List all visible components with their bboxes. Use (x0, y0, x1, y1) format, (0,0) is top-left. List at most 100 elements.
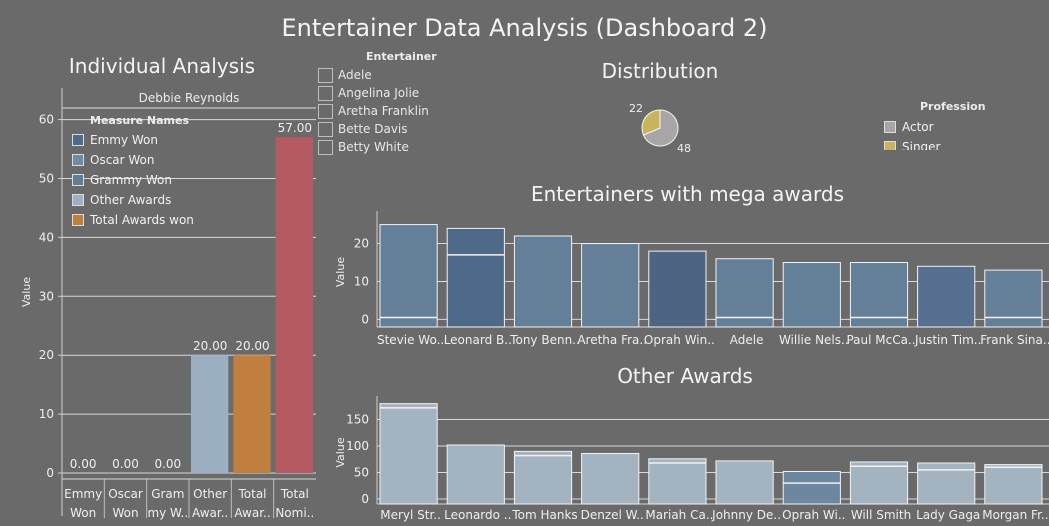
x-tick-label: Johnny De.. (711, 508, 781, 522)
bar-other-awards (191, 355, 229, 473)
bar-leonard-b (446, 227, 505, 328)
filter-checkbox[interactable] (318, 67, 333, 83)
x-tick-label: Lady Gaga (916, 508, 980, 522)
distribution-pie-chart: 48 22 (629, 102, 691, 155)
y-tick-label: 0 (361, 312, 369, 326)
bar-oprah-win (648, 250, 707, 328)
x-tick-label: Nomi.. (275, 506, 314, 520)
pie-label-actor: 48 (677, 142, 691, 155)
y-tick-label: 60 (39, 113, 54, 127)
entertainer-filter-title: Entertainer (366, 50, 437, 63)
x-tick-label: Won (70, 506, 96, 520)
legend-label: Singer (902, 140, 941, 150)
data-label: 0.00 (154, 457, 181, 471)
legend-label: Total Awards won (90, 213, 194, 227)
x-tick-label: Emmy (64, 487, 102, 501)
x-tick-label: Tony Benn.. (509, 333, 580, 347)
bar-tom-hanks (513, 450, 573, 505)
legend-swatch (72, 154, 84, 166)
x-tick-label: Tom Hanks (511, 508, 577, 522)
x-tick-label: Adele (730, 333, 764, 347)
legend-swatch (884, 121, 896, 133)
x-tick-label: Will Smith (851, 508, 911, 522)
y-tick-label: 20 (354, 237, 369, 251)
x-tick-label: Total (237, 487, 266, 501)
x-tick-label: Oprah Wi.. (782, 508, 845, 522)
filter-checkbox[interactable] (318, 85, 333, 101)
x-tick-label: Aretha Fra.. (577, 333, 647, 347)
y-tick-label: 50 (39, 171, 54, 185)
filter-checkbox[interactable] (318, 103, 333, 119)
filter-checkbox[interactable] (318, 139, 333, 155)
filter-item-angelina-jolie[interactable]: Angelina Jolie (318, 84, 478, 102)
filter-item-bette-davis[interactable]: Bette Davis (318, 120, 478, 138)
x-tick-label: Denzel W.. (581, 508, 644, 522)
legend-swatch (72, 214, 84, 226)
bar-will-smith (849, 461, 909, 505)
y-tick-label: 100 (346, 439, 369, 453)
x-tick-label: Total (280, 487, 309, 501)
x-tick-label: Morgan Fr.. (982, 508, 1048, 522)
data-label: 20.00 (193, 339, 227, 353)
legend-item-grammy-won[interactable]: Grammy Won (72, 170, 194, 190)
y-tick-label: 0 (46, 466, 54, 480)
other-awards-chart: 0 50 100 150 Value Meryl Str.. Leonardo .. Tom … (334, 396, 1049, 522)
pie-slice-singer (641, 109, 661, 136)
legend-swatch (72, 134, 84, 146)
bar-mariah-ca (648, 458, 707, 505)
bar-johnny-de (715, 460, 774, 505)
x-tick-label: Leonardo .. (444, 508, 511, 522)
y-axis-label: Value (334, 257, 347, 287)
y-tick-label: 30 (39, 289, 54, 303)
x-tick-label: my W.. (147, 506, 188, 520)
y-tick-label: 20 (39, 348, 54, 362)
y-tick-label: 10 (39, 407, 54, 421)
legend-item-actor[interactable]: Actor (884, 117, 986, 137)
x-tick-label: Frank Sina.. (980, 333, 1049, 347)
data-label: 0.00 (112, 457, 139, 471)
legend-swatch (884, 141, 896, 150)
bar-justin-tim (917, 265, 976, 328)
filter-item-label: Bette Davis (338, 122, 408, 136)
filter-checkbox[interactable] (318, 121, 333, 137)
x-tick-label: Stevie Wo.. (377, 333, 444, 347)
y-axis-label: Value (334, 437, 347, 467)
legend-item-singer[interactable]: Singer (884, 137, 986, 150)
x-tick-label: Meryl Str.. (380, 508, 441, 522)
filter-item-label: Aretha Franklin (338, 104, 429, 118)
other-awards-title: Other Awards (617, 364, 753, 388)
legend-label: Other Awards (90, 193, 172, 207)
filter-item-betty-white[interactable]: Betty White (318, 138, 478, 156)
legend-item-emmy-won[interactable]: Emmy Won (72, 130, 194, 150)
legend-swatch (72, 194, 84, 206)
x-tick-label: Awar.. (234, 506, 270, 520)
legend-item-total-awards-won[interactable]: Total Awards won (72, 210, 194, 230)
bar-willie-nels (782, 262, 841, 328)
pie-slice-actor (642, 109, 679, 147)
bar-total-awards-won (233, 355, 271, 473)
y-tick-label: 0 (361, 492, 369, 506)
profession-legend-title: Profession (920, 100, 986, 113)
data-label: 0.00 (70, 457, 97, 471)
x-tick-label: Oprah Win.. (644, 333, 715, 347)
filter-item-adele[interactable]: Adele (318, 66, 478, 84)
filter-item-label: Adele (338, 68, 372, 82)
data-label: 57.00 (278, 121, 312, 135)
legend-item-oscar-won[interactable]: Oscar Won (72, 150, 194, 170)
mega-awards-chart: 0 10 20 Value Stevie Wo.. Leonard B..Tony Ben… (334, 211, 1049, 347)
filter-item-aretha-franklin[interactable]: Aretha Franklin (318, 102, 478, 120)
legend-swatch (72, 174, 84, 186)
legend-item-other-awards[interactable]: Other Awards (72, 190, 194, 210)
bar-adele (715, 258, 774, 328)
x-tick-label: Leonard B.. (444, 333, 512, 347)
legend-label: Grammy Won (90, 173, 172, 187)
x-tick-label: Oscar (108, 487, 143, 501)
x-tick-label: Paul McCa.. (846, 333, 915, 347)
entertainer-filter: Entertainer Adele Angelina Jolie Aretha Fr… (318, 50, 478, 156)
x-tick-label: Willie Nels.. (779, 333, 849, 347)
x-tick-label: Justin Tim.. (914, 333, 981, 347)
y-tick-label: 50 (354, 466, 369, 480)
dashboard-title: Entertainer Data Analysis (Dashboard 2) (281, 14, 768, 42)
x-tick-label: Awar.. (192, 506, 228, 520)
individual-analysis-title: Individual Analysis (68, 54, 256, 78)
